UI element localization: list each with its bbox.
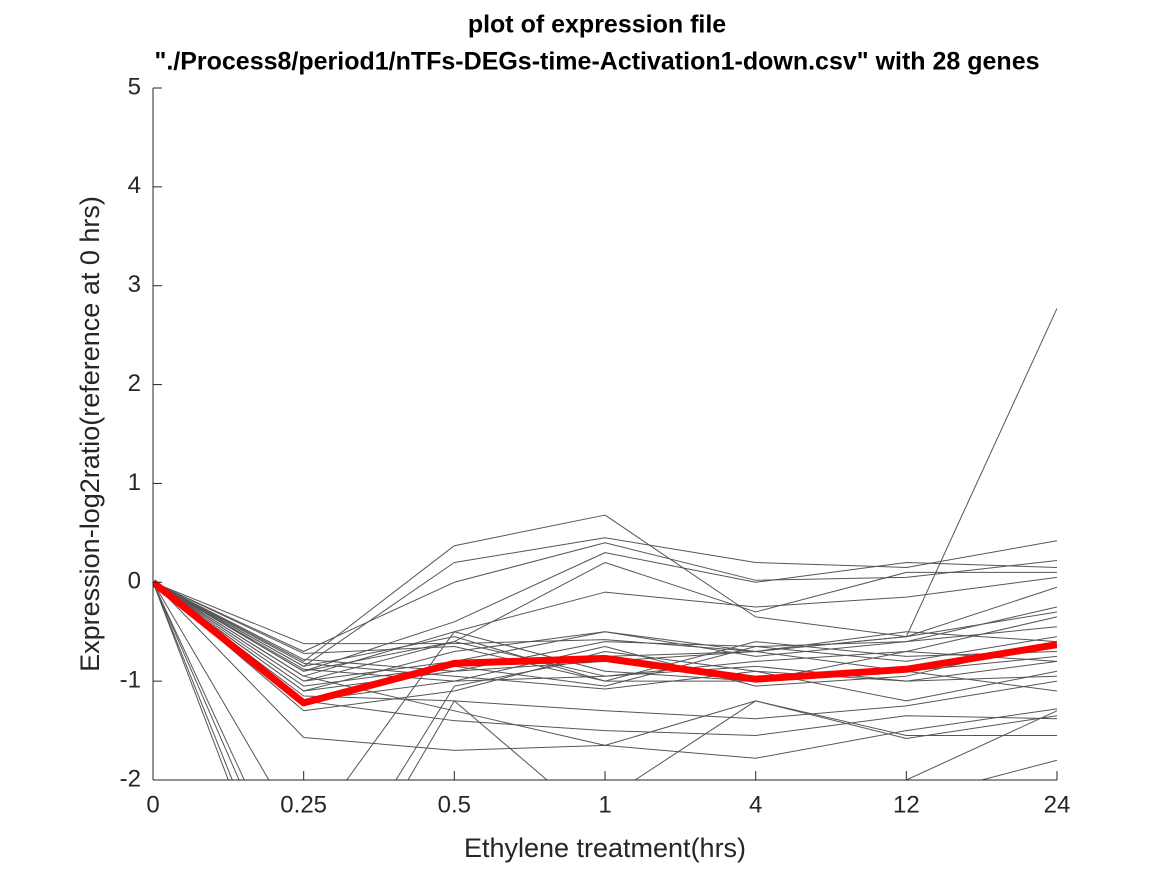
series-line <box>153 542 1057 652</box>
series-line <box>153 581 1057 692</box>
y-tick-label: 5 <box>128 73 141 100</box>
y-tick-label: 3 <box>128 271 141 298</box>
series-line <box>153 581 1057 687</box>
series-line <box>153 581 1057 682</box>
series-line <box>153 582 1057 780</box>
y-tick-label: -1 <box>120 666 141 693</box>
x-tick-label: 24 <box>1044 791 1071 818</box>
x-tick-label: 1 <box>598 791 611 818</box>
series-line <box>153 308 1057 652</box>
series-line <box>153 581 1057 692</box>
series-line <box>153 581 1057 712</box>
series-line <box>153 582 1057 780</box>
x-tick-label: 4 <box>749 791 762 818</box>
x-tick-label: 0.25 <box>280 791 327 818</box>
series-line <box>153 581 1057 682</box>
plot-area <box>153 308 1057 780</box>
y-tick-label: -2 <box>120 765 141 792</box>
x-axis-label: Ethylene treatment(hrs) <box>464 833 746 863</box>
y-tick-label: 1 <box>128 469 141 496</box>
series-line <box>153 581 1057 682</box>
y-tick-label: 4 <box>128 172 141 199</box>
series-line <box>153 579 1057 707</box>
chart-title: "./Process8/period1/nTFs-DEGs-time-Activ… <box>154 48 1039 76</box>
chart-title: plot of expression file <box>468 11 726 39</box>
x-tick-label: 0 <box>146 791 159 818</box>
series-line <box>153 581 1057 746</box>
x-tick-label: 12 <box>893 791 920 818</box>
y-tick-label: 0 <box>128 568 141 595</box>
y-tick-label: 2 <box>128 370 141 397</box>
x-tick-label: 0.5 <box>438 791 471 818</box>
y-axis-label: Expression-log2ratio(reference at 0 hrs) <box>75 196 105 672</box>
series-line <box>153 581 1057 720</box>
